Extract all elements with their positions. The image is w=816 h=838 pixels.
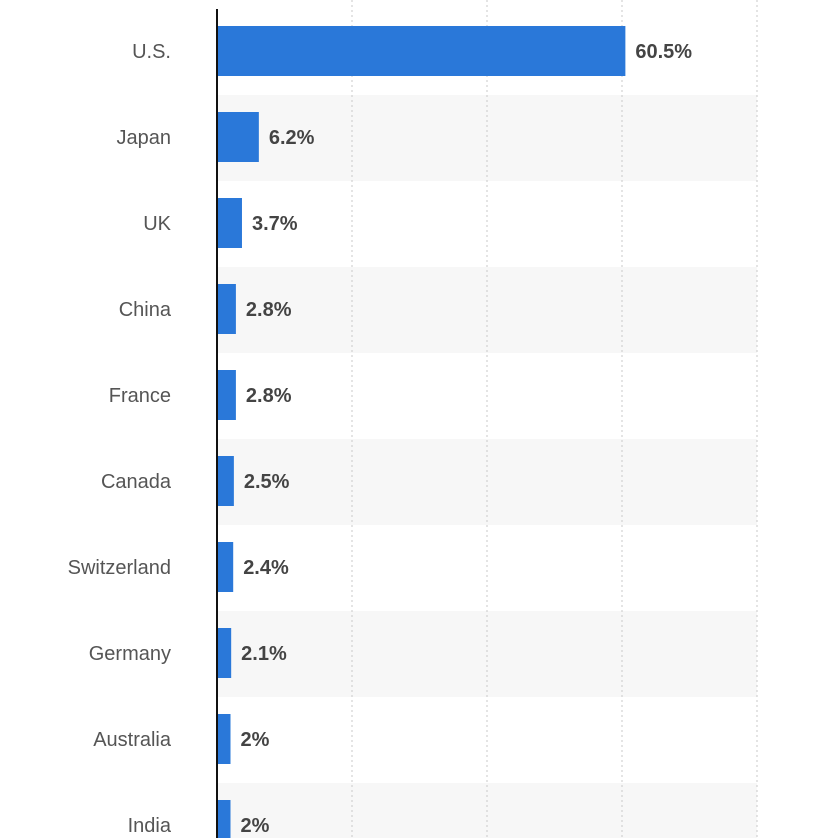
bar[interactable] [217,456,234,506]
category-label: France [109,385,171,407]
category-label: U.S. [132,41,171,63]
data-label: 2.8% [246,385,292,407]
category-label: Australia [93,729,172,751]
category-label: Japan [117,127,172,149]
category-label: India [128,815,172,837]
data-label: 60.5% [635,41,692,63]
data-label: 2% [241,815,270,837]
row-band [217,611,757,697]
data-label: 2.4% [243,557,289,579]
data-label: 3.7% [252,213,298,235]
bar[interactable] [217,714,231,764]
data-label: 2.5% [244,471,290,493]
bar[interactable] [217,198,242,248]
category-label: Switzerland [68,557,171,579]
bar[interactable] [217,26,626,76]
category-label: Germany [89,643,171,665]
data-label: 6.2% [269,127,315,149]
data-label: 2.1% [241,643,287,665]
bar[interactable] [217,628,232,678]
data-label: 2% [241,729,270,751]
category-label: China [119,299,172,321]
bar[interactable] [217,800,231,838]
bar[interactable] [217,284,236,334]
bar[interactable] [217,112,259,162]
category-label: Canada [101,471,172,493]
bar[interactable] [217,542,234,592]
bars [217,26,626,838]
category-label: UK [143,213,171,235]
data-label: 2.8% [246,299,292,321]
bar[interactable] [217,370,236,420]
labels: 60.5% U.S. 6.2% Japan 3.7% UK 2.8% China 2.8% Fra… [68,41,693,837]
